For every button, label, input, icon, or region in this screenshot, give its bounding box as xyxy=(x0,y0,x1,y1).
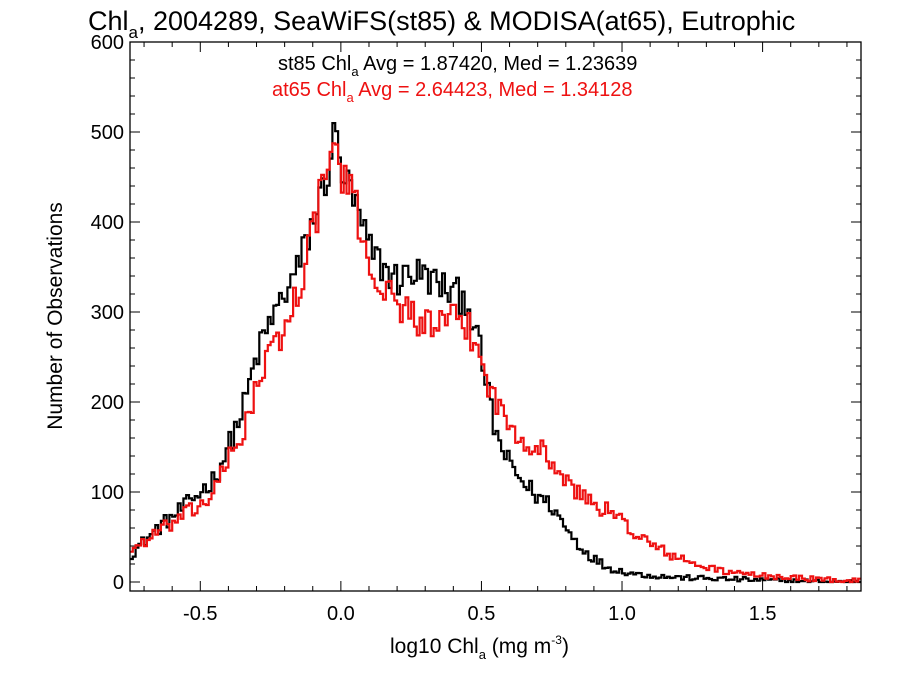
y-tick-label: 400 xyxy=(91,212,124,234)
title-main: Chl xyxy=(88,6,129,36)
chart-title: Chla, 2004289, SeaWiFS(st85) & MODISA(at… xyxy=(88,6,795,42)
y-tick-label: 0 xyxy=(113,572,124,594)
x-label-sub: a xyxy=(479,647,487,662)
x-tick-label: 1.5 xyxy=(749,603,777,625)
plot-frame xyxy=(129,41,862,592)
x-label-sup: -3 xyxy=(551,633,562,647)
series-line-at65 xyxy=(130,142,861,584)
series-layer xyxy=(130,122,861,584)
x-tick-label: -0.5 xyxy=(183,603,217,625)
y-tick-label: 100 xyxy=(91,482,124,504)
x-tick-label: 0.5 xyxy=(468,603,496,625)
x-label-post: (mg m xyxy=(486,635,551,658)
title-subscript: a xyxy=(129,23,139,42)
legend-at65-sub: a xyxy=(347,90,355,105)
x-label-close: ) xyxy=(562,635,569,658)
x-tick-label: 0.0 xyxy=(327,603,355,625)
y-tick-label: 300 xyxy=(91,302,124,324)
x-tick-label: 1.0 xyxy=(608,603,636,625)
legend-st85-pre: st85 Chl xyxy=(278,53,351,75)
y-tick-label: 600 xyxy=(91,32,124,54)
legend-st85-post: Avg = 1.87420, Med = 1.23639 xyxy=(359,53,638,75)
x-label-pre: log10 Chl xyxy=(390,635,479,658)
y-tick-label: 500 xyxy=(91,122,124,144)
legend-at65-post: Avg = 2.64423, Med = 1.34128 xyxy=(354,79,633,101)
legend-at65-pre: at65 Chl xyxy=(272,79,347,101)
y-tick-label: 200 xyxy=(91,392,124,414)
y-axis-label: Number of Observations xyxy=(44,202,67,430)
legend: st85 Chla Avg = 1.87420, Med = 1.23639 a… xyxy=(272,53,637,105)
x-axis-label: log10 Chla (mg m-3) xyxy=(390,633,569,662)
svg-text:Chla, 2004289, SeaWiFS(st85) &: Chla, 2004289, SeaWiFS(st85) & MODISA(at… xyxy=(88,6,795,42)
legend-entry-at65: at65 Chla Avg = 2.64423, Med = 1.34128 xyxy=(272,79,632,105)
axis-ticks: -0.5 0.0 0.5 1.0 1.5 0 100 200 300 400 500 600 xyxy=(91,32,861,625)
series-line-st85 xyxy=(130,122,861,584)
legend-entry-st85: st85 Chla Avg = 1.87420, Med = 1.23639 xyxy=(278,53,637,79)
legend-st85-sub: a xyxy=(351,64,359,79)
title-rest: , 2004289, SeaWiFS(st85) & MODISA(at65),… xyxy=(138,6,795,36)
